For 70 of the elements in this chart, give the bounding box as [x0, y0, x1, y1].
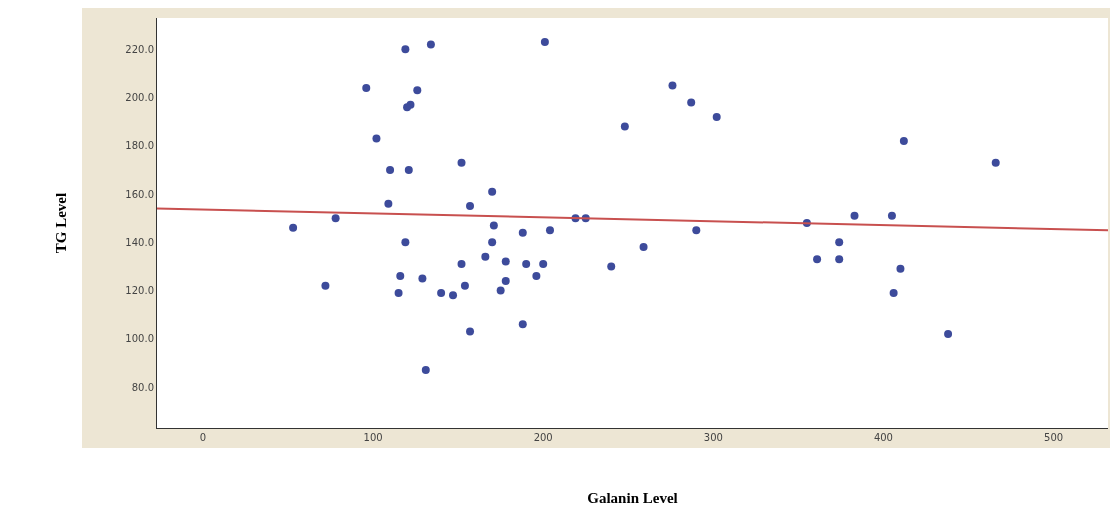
point — [396, 272, 405, 281]
point — [896, 264, 905, 273]
y-tick-label: 80.0 — [131, 381, 154, 393]
point — [289, 223, 298, 232]
point — [394, 288, 403, 297]
point — [850, 211, 859, 220]
point — [522, 260, 531, 268]
point — [437, 288, 446, 297]
x-tick-label: 300 — [703, 432, 723, 443]
point — [457, 158, 466, 167]
point — [545, 226, 554, 235]
x-tick-label: 500 — [1044, 432, 1064, 443]
point — [421, 366, 430, 375]
point — [607, 262, 616, 271]
point — [481, 252, 490, 261]
point — [413, 86, 422, 95]
point — [418, 274, 427, 283]
point — [889, 288, 898, 297]
point — [362, 83, 371, 92]
point — [835, 238, 844, 247]
point — [460, 281, 469, 290]
x-tick-label: 200 — [533, 432, 553, 443]
y-tick-label: 100.0 — [125, 333, 154, 345]
point — [518, 228, 527, 237]
point — [488, 187, 497, 196]
point — [692, 226, 701, 235]
point — [712, 112, 721, 121]
y-tick-label: 140.0 — [125, 236, 154, 248]
y-tick-label: 120.0 — [125, 285, 154, 297]
point — [887, 211, 896, 220]
point — [384, 199, 393, 208]
point — [813, 255, 822, 264]
y-tick-label: 220.0 — [125, 43, 154, 55]
x-tick-label: 400 — [873, 432, 893, 443]
point — [401, 45, 410, 54]
point — [321, 281, 330, 290]
point — [540, 38, 549, 47]
point — [496, 286, 505, 295]
point — [466, 327, 475, 336]
point — [835, 255, 844, 264]
point — [466, 202, 475, 211]
point — [501, 276, 510, 285]
point — [426, 40, 435, 49]
y-tick-label: 180.0 — [125, 140, 154, 152]
point — [401, 238, 410, 247]
point — [687, 98, 696, 107]
point — [639, 243, 648, 252]
point — [991, 158, 1000, 167]
point — [331, 214, 340, 223]
y-tick-label: 200.0 — [125, 92, 154, 104]
y-axis-title: TG Level — [52, 192, 69, 254]
point — [372, 134, 381, 143]
point — [944, 329, 953, 338]
point — [457, 260, 466, 268]
point — [501, 257, 510, 266]
point — [620, 122, 629, 131]
point — [539, 260, 548, 268]
point — [404, 165, 413, 174]
x-tick-label: 100 — [363, 432, 383, 443]
point — [449, 291, 458, 300]
point — [489, 221, 498, 230]
x-tick-label: 0 — [199, 432, 207, 443]
point — [386, 165, 395, 174]
point — [488, 238, 497, 247]
point — [518, 320, 527, 329]
y-tick-label: 160.0 — [125, 188, 154, 200]
point — [668, 81, 677, 90]
point — [899, 137, 908, 145]
x-axis-title: Galanin Level — [587, 490, 678, 506]
point — [532, 272, 541, 281]
